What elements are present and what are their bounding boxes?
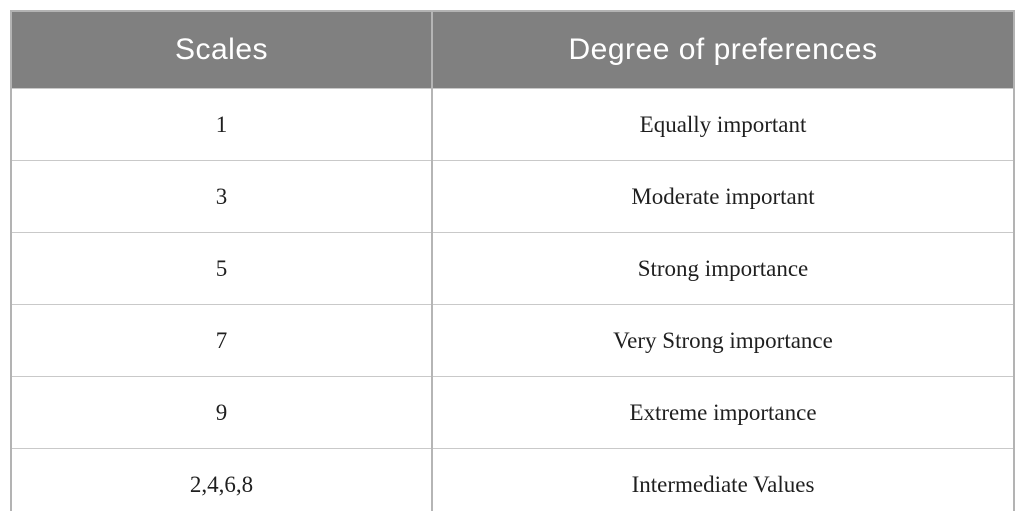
header-cell-scales: Scales — [11, 11, 432, 89]
degree-cell: Strong importance — [431, 232, 1014, 305]
scale-cell: 5 — [11, 232, 432, 305]
degree-cell: Equally important — [431, 88, 1014, 161]
scale-cell: 3 — [11, 160, 432, 233]
table-row: 7 Very Strong importance — [11, 304, 1014, 377]
scale-cell: 1 — [11, 88, 432, 161]
header-cell-degree: Degree of preferences — [431, 11, 1014, 89]
degree-cell: Very Strong importance — [431, 304, 1014, 377]
ahp-scale-table: Scales Degree of preferences 1 Equally i… — [10, 10, 1015, 511]
table-row: 1 Equally important — [11, 88, 1014, 161]
scale-cell: 7 — [11, 304, 432, 377]
table-row: 2,4,6,8 Intermediate Values — [11, 448, 1014, 511]
table-row: 9 Extreme importance — [11, 376, 1014, 449]
degree-cell: Intermediate Values — [431, 448, 1014, 511]
table-row: 3 Moderate important — [11, 160, 1014, 233]
header-row: Scales Degree of preferences — [11, 11, 1014, 89]
scale-cell: 2,4,6,8 — [11, 448, 432, 511]
scale-cell: 9 — [11, 376, 432, 449]
table-row: 5 Strong importance — [11, 232, 1014, 305]
degree-cell: Moderate important — [431, 160, 1014, 233]
degree-cell: Extreme importance — [431, 376, 1014, 449]
